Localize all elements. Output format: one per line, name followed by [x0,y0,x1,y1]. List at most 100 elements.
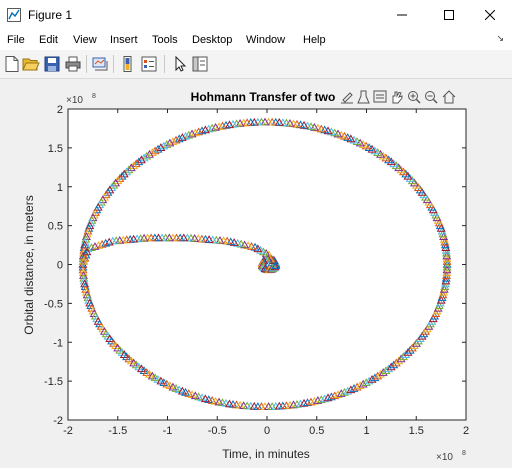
orbit-point [389,159,399,168]
orbit-point [340,387,349,396]
save-icon[interactable] [43,55,61,73]
menu-edit[interactable]: Edit [39,34,58,46]
open-file-icon[interactable] [22,55,40,73]
menu-file[interactable]: File [7,34,25,46]
menu-insert[interactable]: Insert [110,34,138,46]
close-button[interactable] [468,0,512,30]
orbit-point [80,279,90,288]
plot-svg[interactable]: -2 -1.5 -1 -0.5 0 0.5 1 1.5 2 -2 -1.5 -1 -0.5 0 0.5 1 1.… [0,79,512,463]
x-exponent-base: ×10 [436,452,453,463]
x-tick-label: 1.5 [409,425,424,437]
figure-toolbar [0,50,512,79]
orbit-point [343,133,353,141]
orbit-point [340,131,349,140]
menu-window[interactable]: Window [246,34,286,46]
zoom-in-icon[interactable] [408,91,421,104]
orbit-point [81,232,91,240]
orbit-point [313,123,323,132]
x-tick-label: -1.5 [108,425,127,437]
property-inspector-icon[interactable] [191,55,209,73]
x-exponent-power: 8 [462,450,466,457]
print-icon[interactable] [64,55,82,73]
chart-title: Hohmann Transfer of two c [191,90,346,104]
y-tick-label: 0 [57,260,63,272]
transfer-point [101,238,111,247]
menu-help[interactable]: Help [303,34,326,46]
toolbar-separator [164,55,165,73]
toolbar-separator [86,55,87,73]
menu-desktop[interactable]: Desktop [192,34,233,46]
orbit-point [386,157,396,166]
pan-icon[interactable] [392,91,403,104]
orbit-point [330,128,340,137]
orbit-point [403,171,413,180]
orbit-point [442,262,452,271]
zoom-out-icon[interactable] [425,91,438,104]
menu-tools[interactable]: Tools [152,34,178,46]
brush-icon[interactable] [357,90,370,104]
orbit-point [323,126,333,135]
orbit-point [411,180,421,189]
transfer-point [266,264,276,273]
new-figure-icon[interactable] [3,55,21,73]
transfer-point [94,241,104,249]
dock-arrow-icon[interactable]: ↘ [496,33,504,43]
transfer-point [86,243,96,252]
orbit-point [330,391,340,400]
toolbar-separator [113,55,114,73]
x-tick-label: -2 [63,425,73,437]
x-axis-label: Time, in minutes [222,447,310,461]
orbit-point [394,356,404,365]
orbit-point [81,234,91,243]
axes-toolbar [337,87,465,107]
orbit-point [401,350,411,358]
orbit-point [349,384,359,392]
orbit-point [349,135,359,144]
transfer-point [268,255,278,264]
orbit-point [394,163,404,172]
orbit-point [85,221,95,230]
orbit-point [333,129,343,138]
home-icon[interactable] [442,90,456,104]
y-tick-label: 1.5 [48,143,63,155]
data-tips-icon[interactable] [373,90,387,103]
maximize-button[interactable] [427,0,471,30]
matlab-figure-icon [7,8,21,22]
orbit-point [309,396,319,405]
minimize-button[interactable] [380,0,424,30]
orbit-point [378,368,388,376]
x-tick-label: -1 [163,425,173,437]
export-icon[interactable] [341,92,353,104]
y-exponent-power: 8 [92,93,96,100]
y-axis-label: Orbital distance, in meters [22,195,36,334]
orbit-point [407,176,417,185]
orbit-point [391,358,401,367]
menu-bar: File Edit View Insert Tools Desktop Wind… [0,30,512,50]
window-title: Figure 1 [28,8,73,22]
orbit-point [352,382,362,391]
maximize-icon [444,10,454,20]
transfer-point [81,250,91,259]
link-icon[interactable] [91,55,109,73]
transfer-point [79,256,89,265]
pointer-icon[interactable] [171,55,189,73]
x-tick-label: -0.5 [208,425,227,437]
orbit-point [401,169,411,178]
insert-colorbar-icon[interactable] [119,55,137,73]
orbit-point [82,290,92,299]
insert-legend-icon[interactable] [140,55,158,73]
orbit-point [396,354,406,363]
orbit-point [389,360,399,369]
x-exponent-label: ×10 8 [436,450,466,463]
orbit-point [320,394,330,403]
minimize-icon [397,14,407,16]
close-icon [485,10,495,20]
transfer-point [97,239,107,248]
orbit-point [355,138,365,147]
menu-view[interactable]: View [73,34,97,46]
orbit-point [355,381,365,390]
y-tick-label: -1.5 [44,376,63,388]
orbit-point [405,174,415,182]
orbit-point [83,293,93,301]
title-bar: Figure 1 [0,0,512,30]
